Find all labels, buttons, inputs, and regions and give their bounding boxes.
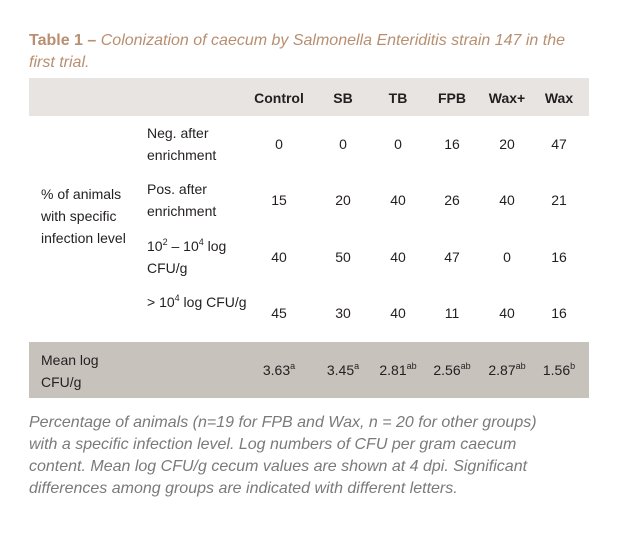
column-header-fpb: FPB [438, 90, 466, 106]
table-cell: 0 [503, 249, 511, 265]
mean-cell: 2.56ab [433, 361, 471, 379]
mean-cell: 3.63a [262, 361, 296, 379]
table-cell: 40 [390, 192, 406, 208]
row-label-above-log: > 104 log CFU/g [147, 293, 247, 311]
table-cell: 45 [271, 305, 287, 321]
table-note: Percentage of animals (n=19 for FPB and … [29, 414, 537, 497]
table-cell: 40 [499, 192, 515, 208]
mean-row-label: Mean log CFU/g [41, 352, 99, 390]
column-header-wax: Wax [544, 90, 574, 106]
table-cell: 21 [551, 192, 567, 208]
column-header-tb: TB [388, 90, 408, 106]
table-cell: 47 [444, 249, 460, 265]
row-label-log-range: 102 – 104 log CFU/g [147, 237, 227, 277]
table-caption: Table 1 – Colonization of caecum by Salm… [29, 30, 589, 74]
table-cell: 40 [271, 249, 287, 265]
row-label-neg-after-enrichment: Neg. after enrichment [147, 125, 217, 163]
row-group-label: % of animals with specific infection lev… [41, 186, 126, 246]
mean-cell: 2.81ab [379, 361, 417, 379]
column-header-wax-plus: Wax+ [488, 90, 526, 106]
table-cell: 40 [390, 305, 406, 321]
table-header-row: Control SB TB FPB Wax+ Wax [29, 78, 589, 116]
table-cell: 47 [551, 136, 567, 152]
mean-cell: 2.87ab [488, 361, 526, 379]
table-cell: 16 [551, 249, 567, 265]
column-header-control: Control [254, 90, 304, 106]
table-cell: 0 [339, 136, 347, 152]
table-cell: 40 [390, 249, 406, 265]
table-cell: 11 [444, 305, 460, 321]
table-cell: 16 [551, 305, 567, 321]
row-label-pos-after-enrichment: Pos. after enrichment [147, 181, 217, 219]
table-cell: 15 [271, 192, 287, 208]
table-cell: 40 [499, 305, 515, 321]
table-cell: 26 [444, 192, 460, 208]
table-cell: 30 [335, 305, 351, 321]
table-cell: 0 [394, 136, 402, 152]
column-header-sb: SB [333, 90, 353, 106]
table-cell: 0 [275, 136, 283, 152]
mean-cell: 1.56b [542, 361, 576, 379]
table-footer-row: Mean log CFU/g 3.63a 3.45a 2.81ab 2.56ab… [29, 342, 589, 398]
table-caption-text: Colonization of caecum by Salmonella Ent… [29, 32, 565, 71]
table-caption-label: Table 1 – [29, 32, 97, 49]
table-cell: 20 [499, 136, 515, 152]
table-cell: 20 [335, 192, 351, 208]
table-body [29, 116, 589, 342]
table-cell: 50 [335, 249, 351, 265]
mean-cell: 3.45a [326, 361, 360, 379]
table-cell: 16 [444, 136, 460, 152]
